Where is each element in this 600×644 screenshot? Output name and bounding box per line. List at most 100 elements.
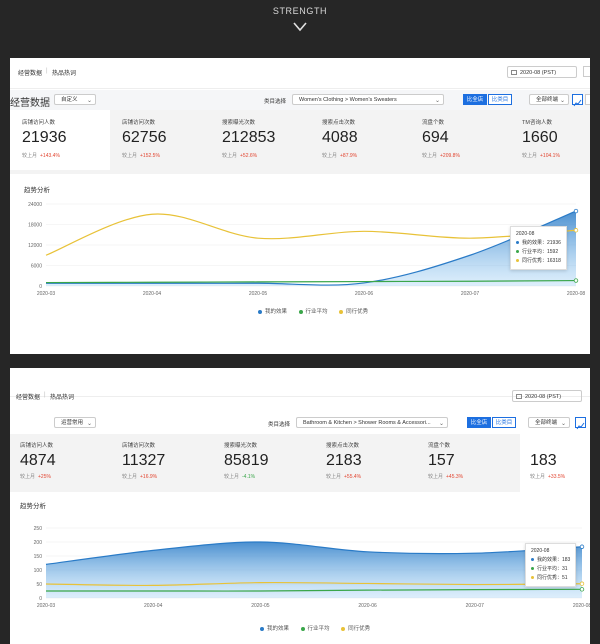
metric-card[interactable]: 店铺访问人数 21936 较上月 +143.4%: [10, 110, 110, 170]
y-tick-label: 150: [34, 554, 43, 560]
metric-value: 183: [530, 452, 557, 469]
metric-title: 店铺访问人数: [22, 120, 56, 126]
dashboard-panel-1: 经营数据 | 热品热词 2020-08 (PST) 经营数据 自定义 ⌄ 类目选…: [10, 58, 590, 354]
metric-card[interactable]: 店铺访问人数 4874 较上月 +25%: [10, 434, 110, 490]
channel-select[interactable]: 全部终端 ⌄: [528, 417, 570, 428]
channel-select-value: 全部终端: [535, 420, 558, 426]
y-tick-label: 6000: [31, 264, 42, 270]
compare-shop-button[interactable]: 比全店: [467, 417, 491, 428]
compare-shop-button[interactable]: 比全店: [463, 94, 487, 105]
section-title: 经营数据: [10, 98, 50, 109]
series-line: [46, 210, 577, 286]
chevron-down-icon[interactable]: [293, 22, 307, 32]
metric-title: 搜索曝光次数: [224, 443, 258, 449]
metrics-row: 店铺访问人数 21936 较上月 +143.4% 店铺访问次数 62756 较上月…: [10, 110, 590, 174]
y-tick-label: 12000: [28, 243, 42, 249]
series-line: [45, 541, 583, 565]
metric-compare: 较上月 +87.9%: [322, 153, 358, 159]
nav-hot-products[interactable]: 热品热词: [50, 395, 75, 401]
tooltip-date: 2020-08: [531, 548, 550, 554]
settings-icon[interactable]: [583, 66, 590, 77]
legend-item-mine[interactable]: 我的效果: [260, 626, 289, 632]
metric-card[interactable]: 店铺访问次数 62756 较上月 +152.5%: [110, 110, 210, 170]
channel-select[interactable]: 全部终端 ⌄: [529, 94, 569, 105]
metric-card[interactable]: 搜索曝光次数 85819 较上月 -4.1%: [214, 434, 314, 490]
dashboard-panel-2: 经营数据 | 热品热词 2020-08 (PST) 运营常用 ⌄ 类目选择 Ba…: [10, 368, 590, 644]
series-line: [45, 588, 583, 592]
metric-card[interactable]: 店铺访问次数 11327 较上月 +16.9%: [112, 434, 212, 490]
metric-compare: 较上月 +104.1%: [522, 153, 560, 159]
category-select[interactable]: Women's Clothing > Women's Sweaters ⌄: [292, 94, 444, 105]
metric-title: 搜索点击次数: [322, 120, 356, 126]
x-tick-label: 2020-04: [144, 603, 163, 609]
metric-card[interactable]: 流盘个数 694 较上月 +209.8%: [410, 110, 510, 170]
metric-compare: 较上月 -4.1%: [224, 474, 256, 480]
trend-chart: 0 6000 12000 18000 24000 2020-03 2020-04 2020-0…: [28, 202, 586, 297]
metric-value: 2183: [326, 452, 362, 469]
metric-value: 212853: [222, 129, 276, 146]
series-point: [573, 228, 579, 233]
chart-tooltip: 2020-08 我的效果：21936 行业平均：1592 同行优秀：16318: [510, 226, 567, 270]
date-picker[interactable]: 2020-08 (PST): [512, 390, 582, 402]
tooltip-mine: 我的效果：183: [531, 556, 570, 565]
metric-card[interactable]: 搜索点击次数 4088 较上月 +87.9%: [310, 110, 410, 170]
series-point: [579, 544, 585, 549]
series-point: [579, 581, 585, 586]
header-title: STRENGTH: [272, 6, 328, 16]
metric-value: 157: [428, 452, 455, 469]
tooltip-peer: 同行优秀：51: [531, 574, 570, 583]
compare-category-button[interactable]: 比类目: [492, 417, 516, 428]
metric-value: 4088: [322, 129, 358, 146]
series-point: [573, 208, 579, 214]
nav-hot-products[interactable]: 热品热词: [52, 71, 77, 77]
series-line: [45, 213, 577, 256]
metric-title: 搜索点击次数: [326, 443, 360, 449]
y-tick-label: 50: [36, 582, 42, 588]
legend-item-mine[interactable]: 我的效果: [258, 309, 287, 315]
series-point: [573, 278, 579, 283]
y-tick-label: 200: [34, 540, 43, 546]
nav-business-data[interactable]: 经营数据: [18, 71, 43, 77]
metric-value: 62756: [122, 129, 167, 146]
metric-compare: 较上月 +143.4%: [22, 153, 60, 159]
top-nav: 经营数据 | 热品热词 2020-08 (PST): [10, 368, 590, 402]
line-chart-icon[interactable]: [575, 417, 586, 430]
metric-compare: 较上月 +45.3%: [428, 474, 464, 480]
x-tick-label: 2020-04: [143, 291, 162, 297]
legend-item-peer[interactable]: 同行优秀: [339, 309, 368, 315]
date-picker[interactable]: 2020-08 (PST): [507, 66, 577, 78]
metric-compare: 较上月 +52.6%: [222, 153, 258, 159]
metric-value: 4874: [20, 452, 56, 469]
category-select[interactable]: Bathroom & Kitchen > Shower Rooms & Acce…: [296, 417, 448, 428]
trend-title: 趋势分析: [20, 503, 46, 510]
metric-card[interactable]: 搜索曝光次数 212853 较上月 +52.6%: [210, 110, 310, 170]
x-tick-label: 2020-08: [567, 291, 586, 297]
category-select-value: Women's Clothing > Women's Sweaters: [299, 97, 397, 103]
metric-card[interactable]: 183 较上月 +33.5%: [520, 434, 590, 492]
tooltip-mine: 我的效果：21936: [516, 239, 561, 248]
legend-item-industry[interactable]: 行业平均: [298, 309, 328, 315]
tooltip-industry: 行业平均：31: [531, 565, 570, 574]
line-chart-icon[interactable]: [572, 94, 583, 107]
legend-item-peer[interactable]: 同行优秀: [341, 626, 370, 632]
metric-card[interactable]: TM咨询人数 1660 较上月 +104.1%: [510, 110, 590, 170]
table-icon[interactable]: [585, 94, 590, 105]
nav-separator: |: [46, 68, 48, 74]
date-value: 2020-08 (PST): [520, 70, 557, 76]
legend-item-industry[interactable]: 行业平均: [300, 626, 330, 632]
tooltip-industry: 行业平均：1592: [516, 248, 561, 257]
metric-card[interactable]: 流盘个数 157 较上月 +45.3%: [418, 434, 518, 490]
y-tick-label: 18000: [28, 223, 42, 229]
y-tick-label: 100: [34, 568, 43, 574]
nav-business-data[interactable]: 经营数据: [16, 395, 41, 401]
metric-compare: 较上月 +16.9%: [122, 474, 158, 480]
metric-title: 搜索曝光次数: [222, 120, 256, 126]
compare-category-button[interactable]: 比类目: [488, 94, 512, 105]
mode-select[interactable]: 运营常用 ⌄: [54, 417, 96, 428]
series-line: [45, 279, 577, 284]
mode-select[interactable]: 自定义 ⌄: [54, 94, 96, 105]
x-tick-label: 2020-06: [355, 291, 374, 297]
channel-select-value: 全部终端: [536, 97, 559, 103]
mode-select-value: 自定义: [61, 97, 78, 103]
metric-card[interactable]: 搜索点击次数 2183 较上月 +55.4%: [316, 434, 416, 490]
